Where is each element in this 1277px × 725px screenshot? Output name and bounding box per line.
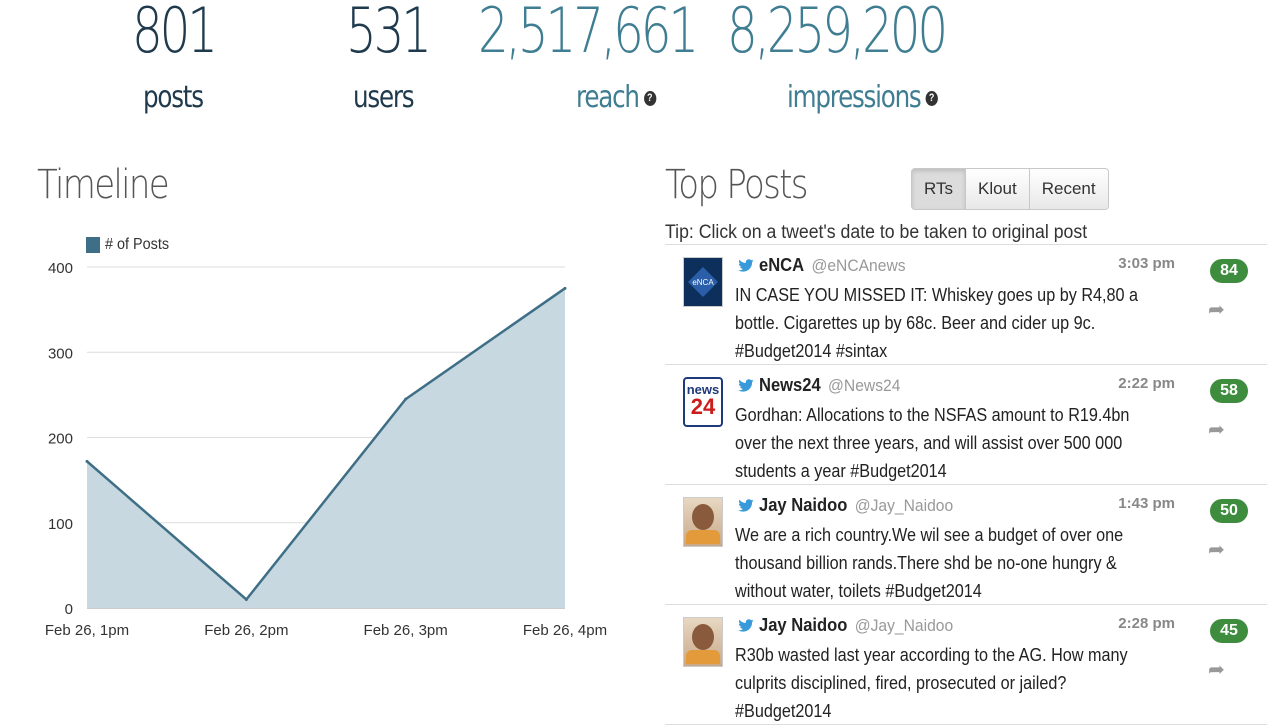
x-tick-label: Feb 26, 2pm <box>204 622 288 639</box>
svg-text:eNCA: eNCA <box>692 278 714 287</box>
x-tick-label: Feb 26, 4pm <box>523 622 607 639</box>
reach-label-wrap: reach? <box>576 80 656 115</box>
post-item: eNCA eNCA @eNCAnews 3:03 pm IN CASE YOU MISS… <box>665 245 1267 365</box>
posts-count: 801 <box>132 0 218 67</box>
author-name: News24 <box>759 375 821 395</box>
reach-label: reach <box>576 80 640 115</box>
twitter-bird-icon <box>738 499 754 512</box>
reach-count: 2,517,661 <box>478 0 699 67</box>
post-text: We are a rich country.We wil see a budge… <box>735 525 1124 601</box>
post-time-link[interactable]: 3:03 pm <box>1118 255 1175 272</box>
avatar[interactable] <box>683 617 723 667</box>
post-author[interactable]: News24 @News24 <box>759 375 900 396</box>
author-handle: @Jay_Naidoo <box>854 616 954 635</box>
author-name: Jay Naidoo <box>759 615 848 635</box>
post-item: news 24 News24 @News24 2:22 pm Gordhan: Alloc… <box>665 365 1267 485</box>
top-posts-title: Top Posts <box>665 162 808 208</box>
x-tick-label: Feb 26, 1pm <box>45 622 129 639</box>
tab-klout[interactable]: Klout <box>965 169 1030 209</box>
author-handle: @News24 <box>828 376 901 395</box>
y-tick-label: 100 <box>48 516 73 533</box>
data-point[interactable] <box>85 459 89 463</box>
rt-count-badge: 45 <box>1210 619 1248 643</box>
share-icon[interactable]: ➦ <box>1208 659 1225 681</box>
reach-help-icon[interactable]: ? <box>643 91 656 106</box>
legend-swatch <box>86 237 100 253</box>
post-author[interactable]: Jay Naidoo @Jay_Naidoo <box>759 615 953 636</box>
twitter-bird-icon <box>738 619 754 632</box>
series-line <box>86 287 566 602</box>
avatar[interactable]: news 24 <box>683 377 723 427</box>
users-count: 531 <box>346 0 432 67</box>
tab-rts[interactable]: RTs <box>912 169 966 209</box>
rt-count-badge: 84 <box>1210 259 1248 283</box>
post-time-link[interactable]: 1:43 pm <box>1118 495 1175 512</box>
post-author[interactable]: eNCA @eNCAnews <box>759 255 906 276</box>
legend-label: # of Posts <box>105 236 170 253</box>
author-handle: @Jay_Naidoo <box>854 496 954 515</box>
stats-bar: 801 posts 531 users 2,517,661 reach? 8,2… <box>0 0 1277 130</box>
author-name: eNCA <box>759 255 805 275</box>
y-tick-label: 400 <box>48 260 73 277</box>
sort-tabs: RTs Klout Recent <box>911 168 1109 210</box>
author-handle: @eNCAnews <box>811 256 906 275</box>
post-text: R30b wasted last year according to the A… <box>735 645 1128 721</box>
impressions-count: 8,259,200 <box>727 0 948 67</box>
impressions-label: impressions <box>787 80 922 115</box>
post-text: IN CASE YOU MISSED IT: Whiskey goes up b… <box>735 285 1139 361</box>
share-icon[interactable]: ➦ <box>1208 539 1225 561</box>
x-tick-label: Feb 26, 3pm <box>364 622 448 639</box>
y-tick-label: 0 <box>65 601 73 618</box>
twitter-bird-icon <box>738 259 754 272</box>
divider <box>665 244 1267 245</box>
post-item: Jay Naidoo @Jay_Naidoo 2:28 pm R30b wasted … <box>665 605 1267 725</box>
rt-count-badge: 58 <box>1210 379 1248 403</box>
tip-text: Tip: Click on a tweet's date to be taken… <box>665 222 1088 243</box>
y-tick-label: 300 <box>48 345 73 362</box>
post-text: Gordhan: Allocations to the NSFAS amount… <box>735 405 1130 481</box>
twitter-bird-icon <box>738 379 754 392</box>
share-icon[interactable]: ➦ <box>1208 419 1225 441</box>
timeline-chart: 0 100 200 300 400 Feb 26, 1pm Feb 26, 2pm Feb 2… <box>45 260 607 639</box>
series-area <box>87 288 565 608</box>
users-label: users <box>353 80 415 115</box>
data-point[interactable] <box>563 286 567 290</box>
post-time-link[interactable]: 2:28 pm <box>1118 615 1175 632</box>
posts-label: posts <box>143 80 204 115</box>
data-point[interactable] <box>244 597 248 601</box>
impressions-help-icon[interactable]: ? <box>925 91 938 106</box>
post-time-link[interactable]: 2:22 pm <box>1118 375 1175 392</box>
data-point[interactable] <box>404 397 408 401</box>
author-name: Jay Naidoo <box>759 495 848 515</box>
post-author[interactable]: Jay Naidoo @Jay_Naidoo <box>759 495 953 516</box>
tab-recent[interactable]: Recent <box>1029 169 1108 209</box>
post-item: Jay Naidoo @Jay_Naidoo 1:43 pm We are a ric… <box>665 485 1267 605</box>
rt-count-badge: 50 <box>1210 499 1248 523</box>
impressions-label-wrap: impressions? <box>787 80 938 115</box>
share-icon[interactable]: ➦ <box>1208 299 1225 321</box>
avatar[interactable]: eNCA <box>683 257 723 307</box>
y-tick-label: 200 <box>48 431 73 448</box>
avatar[interactable] <box>683 497 723 547</box>
timeline-title: Timeline <box>37 162 170 208</box>
